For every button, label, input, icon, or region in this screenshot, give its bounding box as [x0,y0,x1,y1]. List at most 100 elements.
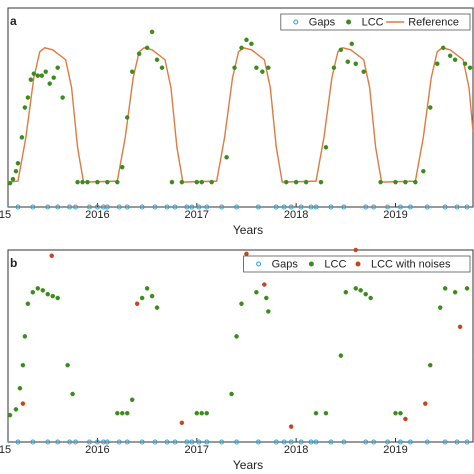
data-point [403,416,408,422]
data-point [45,291,50,297]
gap-point [94,439,100,445]
data-point [115,410,120,416]
x-tick-label: 2018 [284,209,308,221]
data-point [129,397,135,403]
gap-point [398,204,403,210]
gap-point [152,204,158,210]
data-point [39,73,45,78]
gap-point [308,204,314,210]
gap-point [164,439,170,445]
data-point [283,179,289,185]
gap-point [385,204,391,210]
data-point [209,179,214,185]
data-point [452,289,458,295]
gap-point [328,439,334,445]
legend-swatch [308,261,314,267]
data-point [120,410,125,416]
data-point [378,179,383,185]
data-point [353,61,359,66]
gap-point [116,204,122,210]
data-point [204,410,209,416]
data-point [85,179,90,185]
data-point [144,286,150,291]
data-point [260,69,265,74]
gap-point [424,204,430,210]
x-tick-label: 15 [0,444,11,456]
gap-point [385,439,391,445]
data-point [266,309,271,314]
data-point [232,65,237,70]
x-tick-label: 15 [0,209,11,221]
data-point [264,295,269,301]
data-point [457,324,463,330]
data-point [353,247,359,253]
legend-label: Gaps [272,258,299,270]
data-point [149,293,155,299]
data-point [398,410,403,416]
data-point [70,391,75,397]
data-point [179,420,185,426]
gap-point [55,439,61,445]
gap-point [288,439,294,445]
gap-point [313,439,319,445]
gap-point [298,439,304,445]
data-point [95,179,100,185]
gap-point [164,204,170,210]
legend-label: Reference [408,16,459,28]
gap-point [288,204,294,210]
data-point [318,179,324,185]
data-point [345,59,351,64]
gap-point [124,439,130,445]
gap-point [407,439,413,445]
data-point [467,65,473,70]
gap-point [234,439,239,445]
data-point [266,65,271,70]
reference-line [8,47,473,183]
gap-point [204,204,210,210]
data-point [139,295,145,301]
data-point [254,65,259,70]
data-point [403,179,408,185]
data-point [452,57,458,62]
gap-point [184,204,190,210]
panel: 15 2016 2017 2018 2019 Years a Gaps LCC Reference [0,7,474,237]
gap-point [139,204,145,210]
gap-point [234,204,239,210]
data-point [35,73,41,78]
data-point [136,51,142,57]
gap-point [172,439,178,445]
gap-point [87,204,92,210]
data-point [363,291,368,297]
gap-point [371,204,377,210]
gap-point [8,205,9,209]
data-point [134,301,140,307]
data-point [179,179,185,185]
x-tick-label: 2017 [185,209,209,221]
legend-swatch [355,261,361,267]
gap-point [116,439,122,445]
data-point [199,410,204,416]
gap-point [371,439,377,445]
gap-point [152,439,158,445]
data-point [80,179,85,185]
data-point [13,407,19,412]
gap-point [273,439,279,445]
gap-point [184,439,190,445]
gap-point [189,204,195,210]
gap-point [104,204,110,210]
data-point [288,424,294,429]
x-tick-label: 2016 [85,444,109,456]
data-point [120,164,125,170]
gap-point [313,204,319,210]
legend-label: Gaps [309,16,336,28]
data-point [331,65,337,70]
data-point [361,69,366,74]
data-point [19,135,25,140]
gap-point [45,204,51,210]
gap-point [341,204,347,210]
data-point [349,41,355,47]
data-point [428,362,433,368]
data-point [447,53,453,59]
x-tick-label: 2019 [383,209,407,221]
